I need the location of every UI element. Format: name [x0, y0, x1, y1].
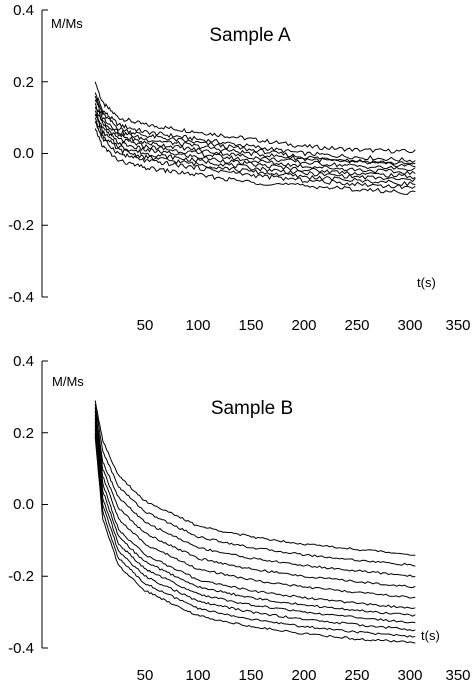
- x-tick-label: 100: [185, 667, 210, 684]
- series-line: [94, 92, 416, 164]
- y-tick-label: 0.0: [13, 145, 34, 162]
- x-tick-label: 250: [344, 667, 369, 684]
- series-line: [94, 404, 416, 567]
- y-tick-label: 0.2: [13, 74, 34, 91]
- y-tick-label: 0.0: [13, 496, 34, 513]
- chart-title: Sample B: [211, 398, 293, 419]
- series-line: [94, 400, 416, 556]
- series-line: [94, 414, 416, 599]
- x-axis-title: t(s): [417, 275, 436, 290]
- series-group: [94, 81, 416, 196]
- y-tick-label: -0.2: [8, 568, 34, 585]
- series-line: [94, 411, 416, 589]
- y-tick-label: -0.4: [8, 289, 34, 306]
- y-tick-label: 0.2: [13, 425, 34, 442]
- series-line: [94, 436, 416, 644]
- series-line: [94, 128, 416, 196]
- series-line: [94, 110, 416, 180]
- series-line: [94, 103, 416, 172]
- y-tick-label: 0.4: [13, 353, 34, 370]
- x-tick-label: 50: [137, 667, 154, 684]
- series-line: [94, 407, 416, 578]
- series-line: [94, 95, 416, 165]
- x-tick-label: 200: [291, 667, 316, 684]
- series-line: [94, 425, 416, 624]
- series-line: [94, 113, 416, 183]
- x-axis-title: t(s): [421, 628, 440, 643]
- y-axis-title: M/Ms: [52, 374, 84, 389]
- y-tick-label: -0.4: [8, 640, 34, 657]
- x-tick-label: 200: [291, 317, 316, 334]
- series-line: [94, 418, 416, 610]
- x-tick-label: 250: [344, 317, 369, 334]
- series-line: [94, 421, 416, 617]
- series-line: [94, 81, 416, 154]
- series-line: [94, 429, 416, 632]
- y-axis-title: M/Ms: [51, 16, 83, 31]
- x-tick-label: 300: [397, 667, 422, 684]
- x-tick-label: 150: [238, 317, 263, 334]
- y-tick-label: -0.2: [8, 217, 34, 234]
- chart-panel-sample-b: Sample B M/Ms t(s) 0.4 0.2 0.0 -0.2 -0.4…: [8, 353, 470, 684]
- x-tick-label: 50: [137, 317, 154, 334]
- series-group: [94, 400, 416, 644]
- x-tick-label: 350: [445, 317, 470, 334]
- chart-panel-sample-a: Sample A M/Ms t(s) 0.4 0.2 0.0 -0.2 -0.4…: [8, 2, 470, 334]
- chart-title: Sample A: [209, 25, 291, 46]
- series-line: [94, 121, 416, 190]
- series-line: [94, 106, 416, 176]
- y-tick-label: 0.4: [13, 2, 34, 19]
- x-tick-label: 300: [397, 317, 422, 334]
- series-line: [94, 117, 416, 187]
- x-tick-label: 350: [445, 667, 470, 684]
- x-tick-label: 100: [185, 317, 210, 334]
- x-tick-label: 150: [238, 667, 263, 684]
- series-line: [94, 432, 416, 638]
